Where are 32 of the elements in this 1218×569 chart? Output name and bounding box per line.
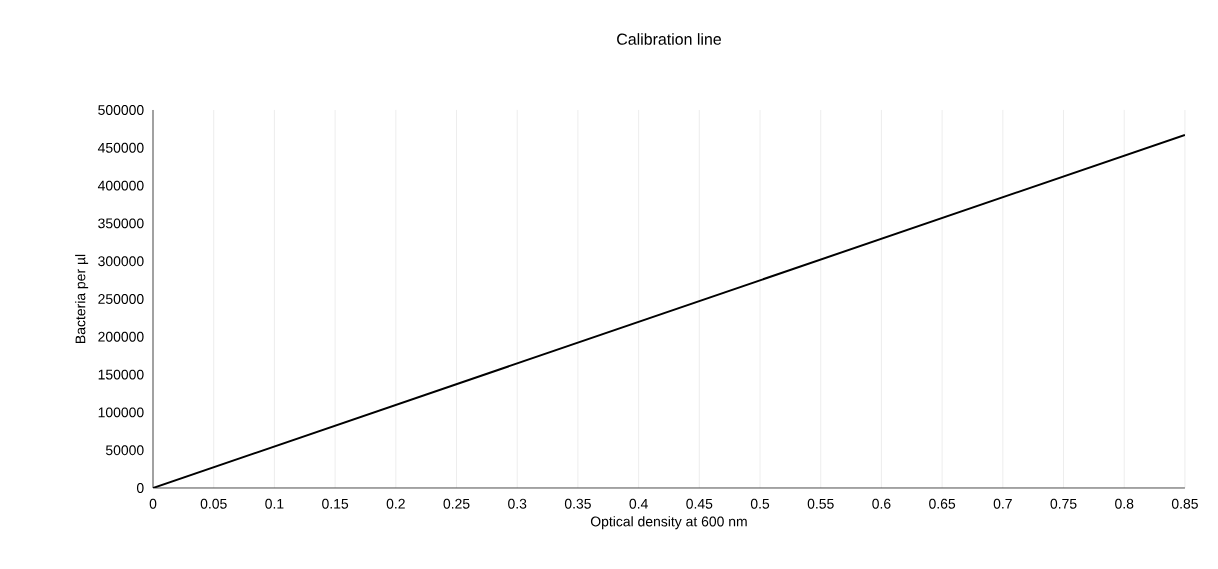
x-tick-label: 0.1 [265,498,284,509]
x-tick-label: 0.8 [1115,498,1134,509]
x-tick-label: 0.15 [322,498,349,509]
x-tick-label: 0.75 [1050,498,1077,509]
x-tick-label: 0.45 [686,498,713,509]
x-tick-label: 0.85 [1171,498,1198,509]
x-tick-label: 0.65 [929,498,956,509]
y-tick-label: 500000 [98,105,144,115]
y-tick-label: 250000 [98,294,144,304]
y-tick-label: 150000 [98,369,144,380]
y-tick-label: 450000 [97,142,144,153]
x-tick-label: 0.25 [443,498,470,509]
chart-title: Calibration line [617,33,721,45]
x-tick-label: 0.05 [200,498,227,509]
y-tick-label: 350000 [98,218,144,229]
x-tick-label: 0.7 [993,498,1012,509]
x-tick-label: 0.5 [750,498,770,509]
y-tick-label: 50000 [105,445,144,456]
y-tick-label: 0 [136,483,144,493]
y-tick-label: 300000 [98,256,144,267]
x-axis-title: Optical density at 600 nm [590,516,747,530]
x-tick-label: 0.2 [386,498,405,509]
y-tick-label: 400000 [97,180,144,191]
y-tick-label: 200000 [98,331,144,342]
x-tick-label: 0.4 [629,498,648,509]
x-tick-label: 0.55 [807,498,834,509]
x-tick-label: 0.6 [872,498,891,509]
x-tick-label: 0 [149,498,157,509]
x-tick-label: 0.3 [508,498,527,509]
y-tick-label: 100000 [98,407,144,418]
x-tick-label: 0.35 [564,498,591,509]
y-axis-title: Bacteria per µl [75,254,89,343]
